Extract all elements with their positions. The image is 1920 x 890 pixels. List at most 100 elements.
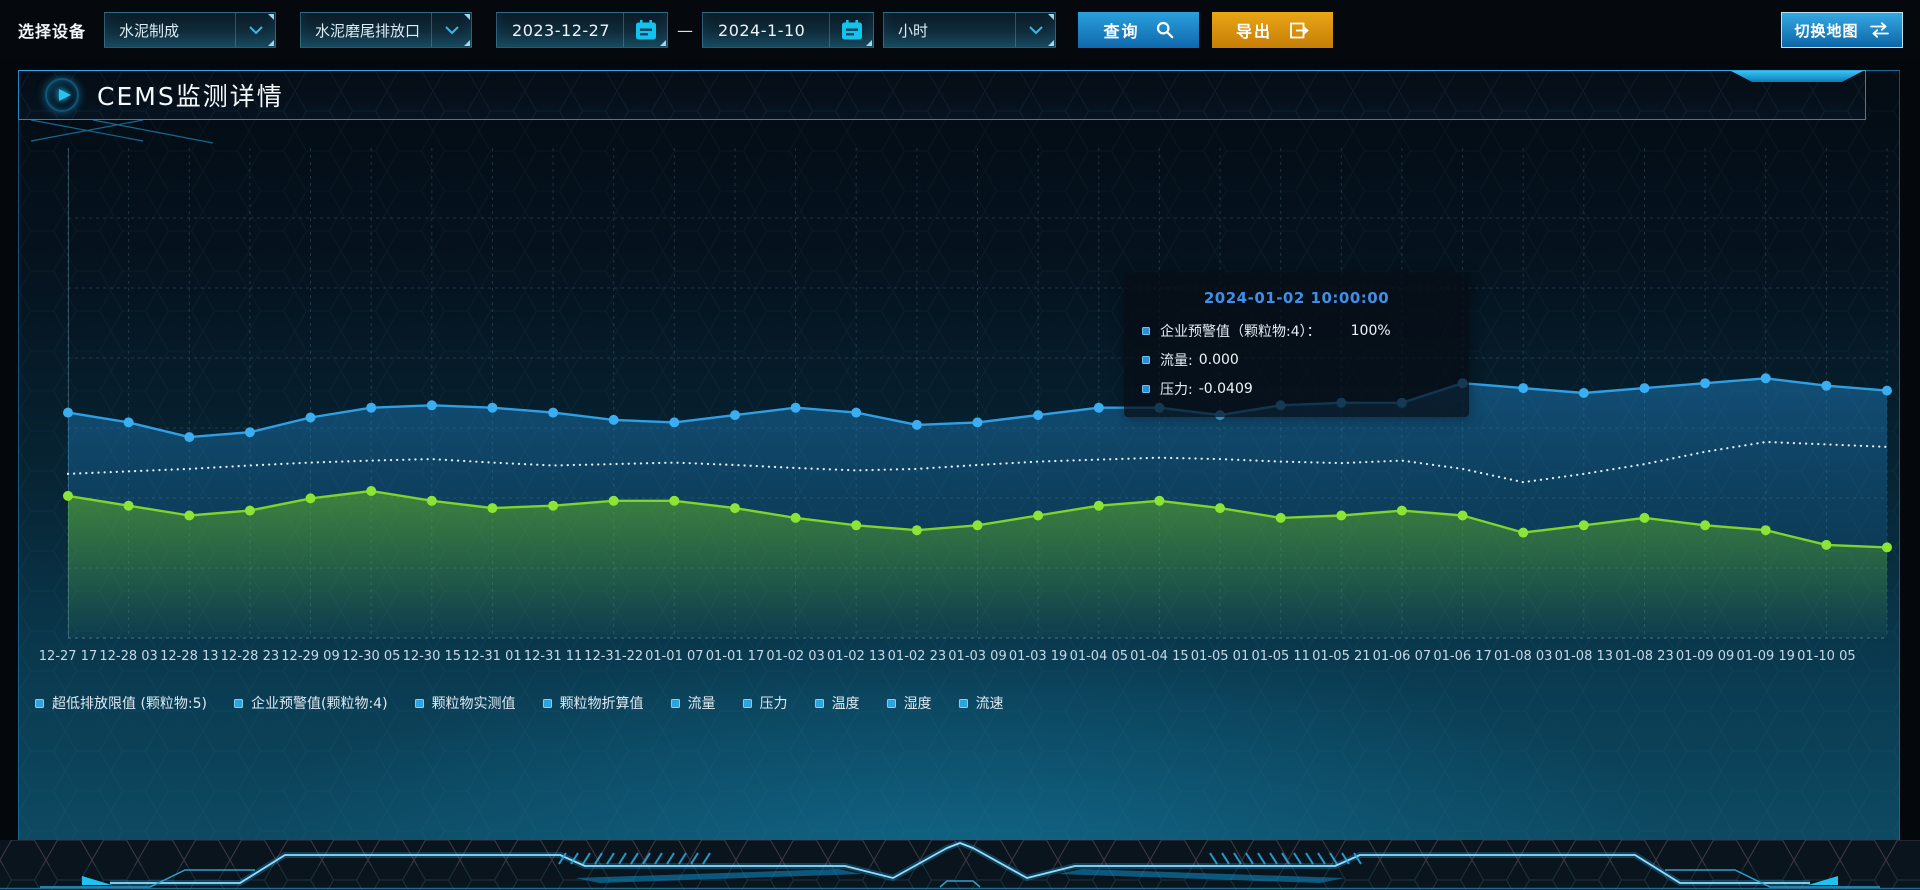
panel-title-bar: CEMS监测详情	[18, 70, 1866, 120]
legend-marker-icon	[414, 698, 424, 708]
switch-map-button[interactable]: 切换地图	[1781, 12, 1903, 48]
x-axis-label: 01-05 01	[1190, 649, 1250, 664]
x-axis-label: 01-01 07	[645, 649, 704, 664]
x-axis-label: 12-31-22	[584, 649, 644, 664]
title-flourish-lines	[30, 119, 214, 144]
tooltip-series-value: 0.000	[1198, 352, 1239, 368]
device-select-label: 选择设备	[18, 22, 87, 41]
toolbar: 选择设备 水泥制成 水泥磨尾排放口 2023-12-27 — 2024-1-10	[0, 0, 1920, 60]
chart-legend: 超低排放限值 (颗粒物:5) 企业预警值(颗粒物:4) 颗粒物实测值 颗粒物折算值 流量…	[35, 693, 1004, 713]
swap-arrows-icon	[1869, 22, 1889, 38]
production-line-select[interactable]: 水泥制成	[104, 12, 277, 48]
query-button[interactable]: 查询	[1078, 12, 1200, 48]
x-axis-label: 01-08 23	[1615, 649, 1674, 664]
legend-label: 压力	[759, 696, 788, 712]
legend-item[interactable]: 湿度	[886, 693, 932, 713]
outlet-select-value: 水泥磨尾排放口	[315, 21, 421, 40]
x-axis-label: 01-06 07	[1372, 649, 1432, 664]
legend-label: 超低排放限值 (颗粒物:5)	[52, 696, 207, 712]
tooltip-series-value: 100%	[1350, 323, 1391, 339]
legend-label: 流量	[687, 696, 716, 712]
interval-select[interactable]: 小时	[883, 12, 1057, 48]
x-axis-label: 01-03 19	[1008, 649, 1068, 664]
x-axis-label: 12-29 09	[281, 649, 340, 664]
start-date-value: 2023-12-27	[512, 20, 610, 40]
legend-item[interactable]: 颗粒物实测值	[414, 693, 516, 713]
legend-label: 企业预警值(颗粒物:4)	[251, 696, 388, 712]
x-axis-label: 01-01 17	[705, 649, 765, 664]
x-axis-label: 01-02 23	[887, 649, 947, 664]
x-axis-label: 01-06 17	[1433, 649, 1492, 664]
start-date-picker[interactable]: 2023-12-27	[496, 12, 669, 48]
date-range-separator: —	[677, 20, 694, 40]
legend-label: 流速	[975, 696, 1004, 712]
legend-marker-icon	[886, 698, 896, 708]
x-axis-label: 12-31 01	[463, 649, 522, 664]
legend-label: 颗粒物实测值	[431, 696, 516, 712]
production-line-select-value: 水泥制成	[119, 21, 180, 40]
x-axis-label: 01-02 03	[766, 649, 825, 664]
interval-select-value: 小时	[898, 21, 929, 40]
chart-tooltip: 2024-01-02 10:00:00 企业预警值（颗粒物:4）： 100% 流…	[1124, 273, 1469, 417]
tooltip-row: 压力: -0.0409	[1142, 379, 1451, 399]
x-axis-label: 01-08 13	[1554, 649, 1614, 664]
calendar-icon	[829, 13, 873, 47]
legend-marker-icon	[742, 698, 752, 708]
x-axis-label: 01-02 13	[826, 649, 886, 664]
search-icon	[1156, 21, 1173, 39]
legend-item[interactable]: 温度	[814, 693, 860, 713]
x-axis-label: 12-28 03	[99, 649, 158, 664]
x-axis-label: 12-28 23	[220, 649, 280, 664]
cems-panel: CEMS监测详情 12-27 17 12-28 03 12-28 13 12-28 2…	[18, 70, 1900, 845]
x-axis-label: 01-03 09	[948, 649, 1007, 664]
square-marker-icon	[1142, 385, 1150, 393]
x-axis-label: 01-09 09	[1675, 649, 1735, 664]
legend-item[interactable]: 颗粒物折算值	[542, 693, 644, 713]
line-chart[interactable]	[63, 148, 1892, 639]
title-bar-notch-decoration	[1731, 71, 1863, 82]
x-axis-label: 12-27 17	[38, 649, 98, 664]
legend-label: 颗粒物折算值	[559, 696, 644, 712]
legend-item[interactable]: 流量	[670, 693, 716, 713]
export-button[interactable]: 导出	[1212, 12, 1334, 48]
x-axis-label: 01-04 05	[1069, 649, 1129, 664]
legend-marker-icon	[234, 698, 243, 708]
legend-marker-icon	[814, 698, 824, 708]
tooltip-timestamp: 2024-01-02 10:00:00	[1203, 289, 1390, 307]
x-axis-label: 01-05 21	[1312, 649, 1371, 664]
legend-item[interactable]: 流速	[958, 693, 1004, 713]
bottom-decoration	[0, 840, 1920, 890]
export-button-label: 导出	[1236, 22, 1273, 41]
legend-marker-icon	[958, 698, 968, 708]
tooltip-series-label: 压力:	[1160, 382, 1193, 398]
x-axis-label: 12-30 05	[341, 649, 401, 664]
end-date-picker[interactable]: 2024-1-10	[702, 12, 875, 48]
tooltip-series-value: -0.0409	[1198, 381, 1253, 397]
legend-item[interactable]: 企业预警值(颗粒物:4)	[234, 693, 388, 713]
x-axis: 12-27 17 12-28 03 12-28 13 12-28 23 12-29 09…	[39, 649, 1887, 669]
x-axis-label: 12-28 13	[160, 649, 219, 664]
legend-item[interactable]: 压力	[742, 693, 788, 713]
x-axis-label: 01-04 15	[1130, 649, 1189, 664]
chevron-down-icon	[1015, 13, 1055, 47]
x-axis-label: 12-31 11	[523, 649, 583, 664]
calendar-icon	[623, 13, 667, 47]
x-axis-label: 01-10 05	[1797, 649, 1856, 664]
legend-label: 温度	[831, 696, 860, 712]
tooltip-series-label: 流量:	[1160, 353, 1193, 369]
query-button-label: 查询	[1103, 22, 1140, 41]
chevron-down-icon	[235, 13, 275, 47]
tooltip-row: 流量: 0.000	[1142, 350, 1451, 370]
panel-title: CEMS监测详情	[97, 82, 284, 111]
square-marker-icon	[1142, 356, 1150, 364]
legend-item[interactable]: 超低排放限值 (颗粒物:5)	[35, 693, 207, 713]
tooltip-series-label: 企业预警值（颗粒物:4）：	[1160, 324, 1321, 340]
legend-marker-icon	[670, 698, 680, 708]
x-axis-label: 12-30 15	[402, 649, 462, 664]
x-axis-label: 01-05 11	[1251, 649, 1310, 664]
end-date-value: 2024-1-10	[718, 20, 806, 40]
outlet-select[interactable]: 水泥磨尾排放口	[300, 12, 473, 48]
square-marker-icon	[1142, 327, 1150, 335]
x-axis-label: 01-08 03	[1493, 649, 1553, 664]
legend-marker-icon	[542, 698, 552, 708]
